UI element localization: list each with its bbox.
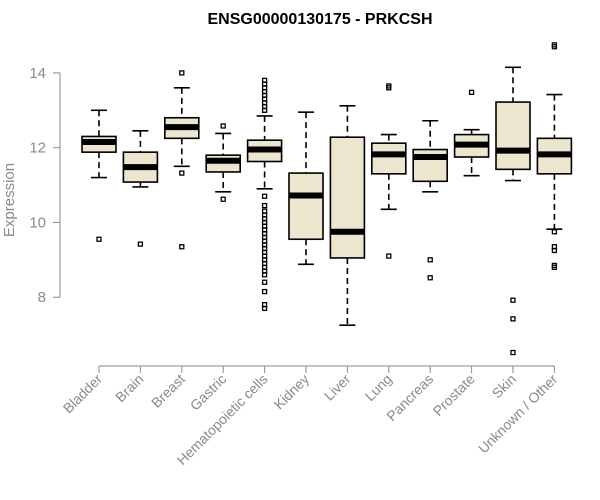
x-tick-label: Kidney	[271, 371, 313, 413]
box-group	[536, 42, 573, 270]
outlier-point	[261, 272, 268, 278]
boxes-layer	[81, 42, 573, 356]
outlier-point	[551, 264, 558, 270]
outlier-point	[510, 297, 516, 303]
y-axis: 8 10 12 14	[29, 65, 61, 306]
y-axis-label: Expression	[1, 163, 18, 237]
y-tick-label: 12	[29, 140, 46, 157]
outlier-point	[137, 241, 144, 247]
chart-title: ENSG00000130175 - PRKCSH	[207, 11, 432, 28]
box-group	[81, 109, 117, 242]
outlier-point	[510, 316, 516, 322]
iqr-box	[370, 142, 407, 175]
outlier-point	[261, 288, 268, 295]
outlier-point	[261, 305, 268, 312]
outlier-point	[261, 193, 268, 199]
box-group	[329, 105, 366, 327]
box-group	[246, 77, 283, 312]
outlier-point	[386, 253, 392, 259]
outlier-point	[386, 85, 392, 91]
outlier-point	[427, 257, 433, 263]
iqr-box	[288, 172, 324, 241]
outlier-point	[551, 247, 558, 254]
outlier-point	[261, 202, 268, 209]
outlier-point	[551, 229, 558, 235]
x-tick-label: Bladder	[60, 371, 106, 417]
outlier-point	[261, 279, 268, 285]
iqr-box	[495, 101, 531, 171]
outlier-point	[220, 196, 226, 202]
x-tick-label: Liver	[321, 371, 354, 404]
iqr-box	[329, 136, 366, 259]
outlier-point	[179, 170, 185, 176]
x-tick-label: Skin	[489, 371, 520, 402]
outlier-point	[468, 89, 475, 95]
x-tick-label: Prostate	[430, 371, 478, 419]
outlier-point	[179, 244, 185, 250]
box-group	[122, 130, 159, 247]
outlier-point	[179, 70, 185, 76]
y-tick-label: 10	[29, 214, 46, 231]
box-group	[370, 83, 407, 259]
outlier-point	[551, 44, 558, 50]
box-group	[164, 70, 200, 250]
box-group	[495, 66, 531, 356]
x-tick-label: Lung	[362, 371, 395, 404]
outlier-point	[96, 236, 102, 242]
y-tick-label: 14	[29, 65, 46, 82]
x-tick-label: Unknown / Other	[475, 371, 561, 457]
y-tick-label: 8	[38, 289, 46, 306]
outlier-point	[261, 107, 268, 113]
outlier-point	[510, 349, 516, 356]
box-group	[412, 119, 449, 281]
box-group	[288, 111, 324, 266]
box-group	[453, 89, 490, 177]
outlier-point	[427, 275, 433, 281]
box-group	[205, 123, 241, 202]
x-tick-label: Breast	[148, 371, 188, 411]
outlier-point	[220, 123, 226, 129]
x-tick-label: Brain	[112, 371, 146, 405]
